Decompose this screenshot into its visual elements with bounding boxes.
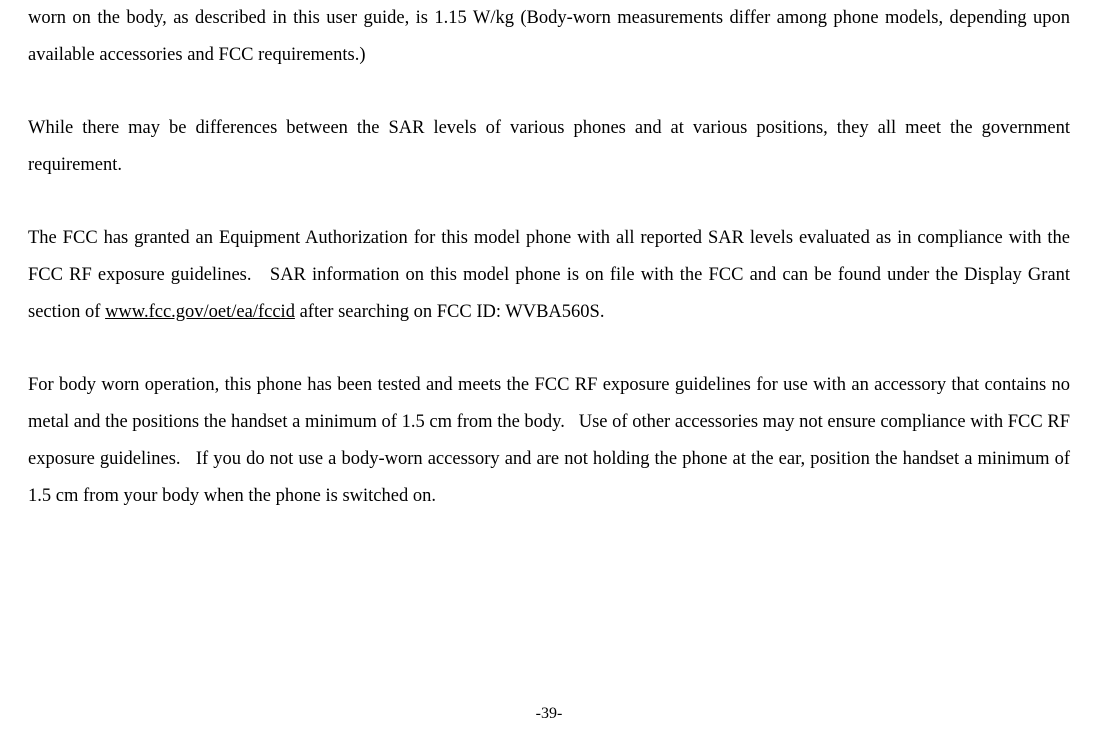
fcc-link[interactable]: www.fcc.gov/oet/ea/fccid — [105, 302, 295, 322]
paragraph-gap — [28, 74, 1070, 110]
paragraph-4: For body worn operation, this phone has … — [28, 367, 1070, 515]
paragraph-1: worn on the body, as described in this u… — [28, 0, 1070, 74]
paragraph-3: The FCC has granted an Equipment Authori… — [28, 220, 1070, 331]
document-content: worn on the body, as described in this u… — [28, 0, 1070, 515]
paragraph-2: While there may be differences between t… — [28, 110, 1070, 184]
paragraph-gap — [28, 331, 1070, 367]
paragraph-gap — [28, 184, 1070, 220]
page-number: -39- — [0, 705, 1098, 723]
paragraph-3-text-after: after searching on FCC ID: WVBA560S. — [295, 302, 605, 322]
